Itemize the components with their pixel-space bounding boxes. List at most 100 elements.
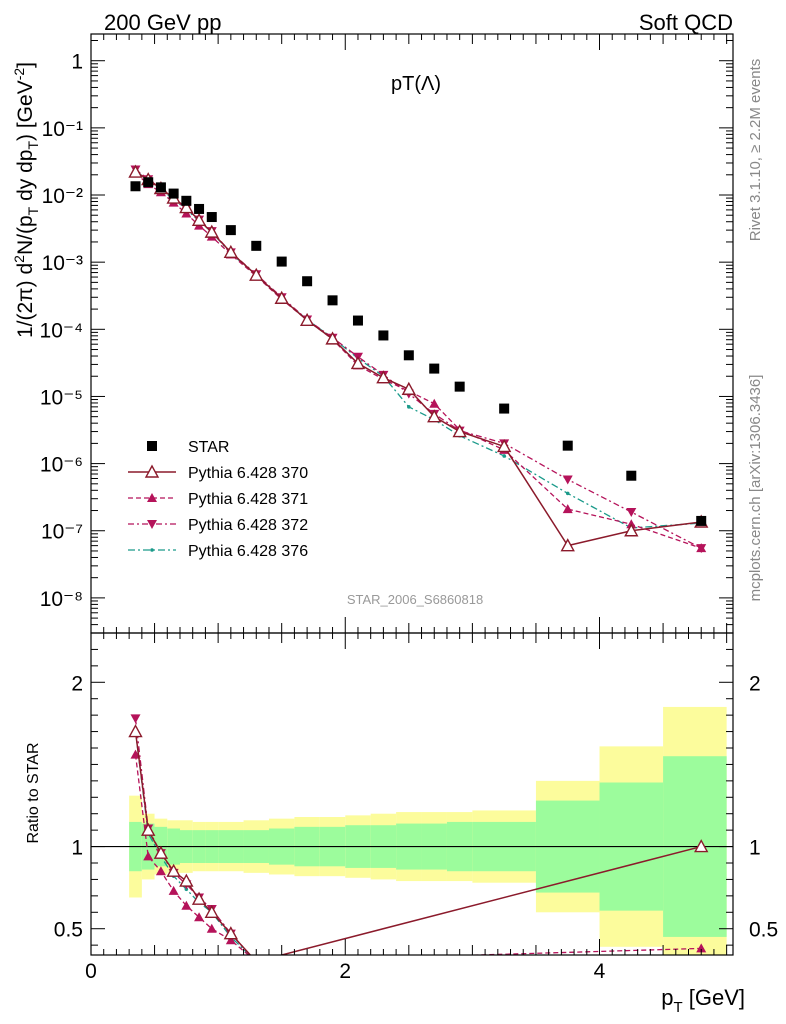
data-point	[694, 839, 709, 853]
data-point	[562, 440, 573, 451]
y-tick-label: 10⁻¹	[42, 118, 83, 141]
data-point	[249, 267, 264, 281]
y-axis-label: 1/(2π) d2N/(pT dy dpT) [GeV-2]	[11, 62, 41, 338]
data-point	[696, 515, 707, 526]
data-point	[128, 724, 143, 738]
data-point	[194, 203, 205, 214]
data-point	[147, 493, 157, 502]
mcplots-label: mcplots.cern.ch [arXiv:1306.3436]	[747, 375, 764, 602]
data-point	[153, 845, 169, 859]
data-point	[251, 957, 261, 966]
data-point	[144, 464, 160, 478]
data-point	[155, 182, 166, 193]
data-point	[407, 405, 411, 409]
legend-label: Pythia 6.428 376	[188, 543, 308, 560]
header-left: 200 GeV pp	[104, 10, 221, 35]
data-point	[350, 355, 366, 370]
legend-label: Pythia 6.428 372	[188, 517, 308, 534]
data-point	[624, 523, 639, 537]
watermark: STAR_2006_S6860818	[347, 592, 483, 607]
data-point	[376, 370, 391, 384]
data-point	[565, 491, 570, 496]
data-point	[429, 363, 440, 374]
ratio-y-axis-label: Ratio to STAR	[25, 742, 42, 843]
ratio-y-tick-label-right: 1	[749, 837, 761, 860]
data-point	[181, 195, 192, 206]
ratio-line	[134, 731, 702, 955]
data-point	[327, 295, 338, 306]
data-point	[276, 256, 287, 267]
y-tick-label: 10⁻²	[42, 185, 83, 208]
ratio-y-tick-label: 1	[71, 837, 83, 860]
ratio-panel: 0 2 4 0.5 0.5 1 1 2 2	[54, 632, 778, 983]
ratio-y-tick-label: 2	[71, 672, 83, 695]
legend-label: Pythia 6.428 370	[188, 465, 308, 482]
data-point	[204, 904, 219, 918]
data-point	[254, 960, 258, 964]
data-point	[143, 177, 154, 188]
data-point	[223, 244, 239, 259]
data-point	[696, 543, 707, 553]
data-point	[626, 470, 637, 481]
rivet-label: Rivet 3.1.10, ≥ 2.2M events	[747, 59, 764, 242]
data-point	[255, 954, 257, 955]
data-point	[223, 926, 239, 940]
data-point	[225, 225, 236, 236]
data-point	[191, 891, 207, 905]
ratio-y-tick-label: 0.5	[54, 919, 83, 942]
legend: STAR Pythia 6.428 370 Pythia 6.428 371 Pyth…	[128, 439, 308, 560]
data-point	[143, 851, 154, 861]
header-right: Soft QCD	[639, 10, 733, 35]
data-point	[179, 200, 194, 214]
data-point	[502, 454, 506, 458]
y-tick-label: 1	[71, 51, 83, 74]
data-point	[147, 520, 157, 529]
data-point	[696, 943, 707, 953]
data-point	[427, 409, 442, 423]
data-point	[128, 164, 143, 178]
data-point	[130, 714, 141, 724]
data-point	[181, 900, 192, 910]
data-point	[429, 398, 440, 408]
data-point	[403, 350, 414, 361]
data-point	[251, 240, 262, 251]
y-tick-label: 10⁻⁸	[40, 588, 83, 611]
data-point	[452, 424, 467, 438]
x-tick-label: 0	[85, 960, 97, 983]
data-point	[626, 508, 637, 518]
series-line	[135, 171, 702, 547]
data-point	[274, 290, 289, 304]
data-point	[166, 863, 181, 877]
data-point	[352, 315, 363, 326]
data-point	[378, 330, 389, 341]
data-point	[204, 224, 219, 238]
ratio-plot-area	[128, 714, 709, 966]
ratio-y-tick-label-right: 0.5	[749, 919, 778, 942]
data-point	[562, 504, 573, 514]
legend-label: Pythia 6.428 371	[188, 491, 308, 508]
chart-title: pT(Λ)	[391, 73, 441, 95]
data-point	[496, 438, 512, 453]
y-tick-label: 10⁻⁶	[40, 454, 83, 477]
data-point	[130, 181, 141, 192]
x-axis-label: pT [GeV]	[661, 985, 745, 1016]
data-point	[225, 935, 236, 945]
legend-label: STAR	[188, 439, 229, 456]
ratio-y-tick-label-right: 2	[749, 672, 761, 695]
data-point	[325, 331, 340, 345]
y-tick-label: 10⁻⁷	[41, 521, 83, 544]
data-point	[155, 866, 166, 876]
data-point	[147, 441, 157, 451]
data-point	[194, 912, 205, 922]
data-point	[454, 381, 465, 392]
y-tick-label: 10⁻³	[42, 252, 83, 275]
data-point	[560, 538, 575, 552]
data-point	[168, 885, 179, 895]
upper-panel: 1 10⁻¹ 10⁻² 10⁻³ 10⁻⁴ 10⁻⁵ 10⁻⁶ 10⁻⁷ 10⁻⁸	[40, 33, 734, 634]
data-point	[302, 276, 313, 287]
data-point	[562, 475, 573, 485]
data-point	[191, 212, 207, 227]
x-tick-label: 2	[339, 960, 351, 983]
data-point	[141, 822, 156, 836]
